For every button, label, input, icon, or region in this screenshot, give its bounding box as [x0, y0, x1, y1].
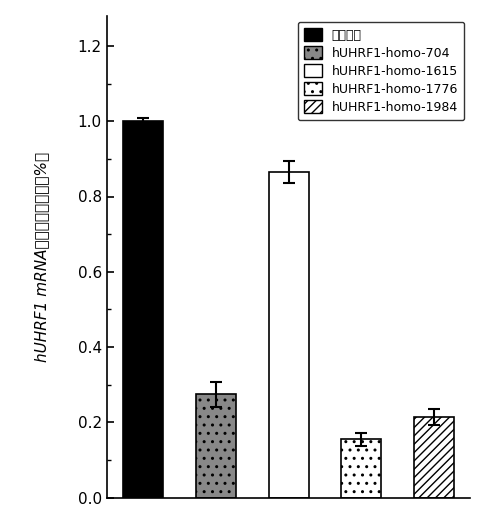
Text: hUHRF1 mRNA水平（占阴性对照%）: hUHRF1 mRNA水平（占阴性对照%） — [34, 151, 48, 362]
Bar — [268, 172, 308, 498]
Bar — [413, 417, 453, 498]
Bar — [123, 121, 163, 498]
Bar — [341, 440, 380, 498]
Legend: 阴性对照, hUHRF1-homo-704, hUHRF1-homo-1615, hUHRF1-homo-1776, hUHRF1-homo-1984: 阴性对照, hUHRF1-homo-704, hUHRF1-homo-1615,… — [297, 22, 463, 120]
Bar — [196, 394, 235, 498]
